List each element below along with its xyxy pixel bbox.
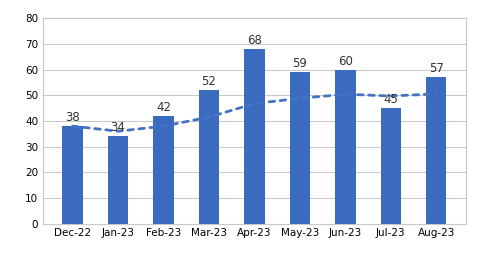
Bar	[426, 77, 446, 224]
Bar	[62, 126, 83, 224]
Text: 45: 45	[384, 93, 398, 106]
Bar	[199, 90, 219, 224]
Bar	[153, 116, 174, 224]
Bar	[244, 49, 264, 224]
Text: 42: 42	[156, 101, 171, 114]
Text: 59: 59	[292, 57, 307, 70]
Text: 34: 34	[110, 121, 125, 134]
Bar	[381, 108, 401, 224]
Bar	[289, 72, 310, 224]
Bar	[335, 70, 356, 224]
Text: 57: 57	[429, 62, 444, 75]
Text: 68: 68	[247, 34, 262, 47]
Bar	[108, 136, 128, 224]
Text: 52: 52	[202, 75, 216, 88]
Text: 60: 60	[338, 55, 353, 68]
Text: 38: 38	[65, 111, 80, 124]
